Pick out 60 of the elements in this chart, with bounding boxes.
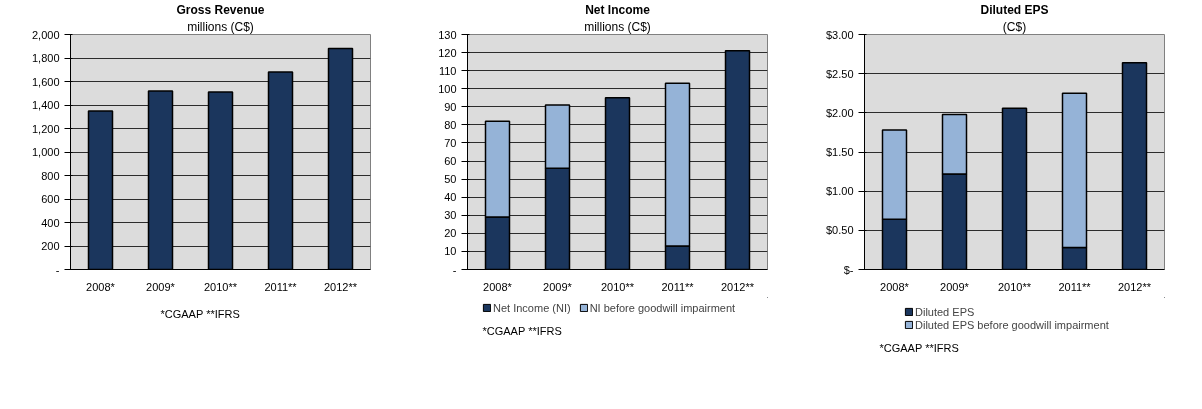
y-tick-label: -: [452, 263, 457, 276]
legend-label: Net Income (NI): [493, 301, 571, 314]
y-tick-label: 130: [438, 28, 457, 41]
x-tick-label: 2008*: [880, 280, 910, 293]
y-tick-label: 90: [444, 100, 457, 113]
x-tick-label: 2010**: [203, 280, 238, 293]
x-tick-label: 2011**: [661, 280, 695, 293]
y-tick-label: 600: [41, 193, 60, 205]
y-tick-label: 70: [444, 136, 457, 149]
y-tick-label: 400: [41, 216, 60, 229]
x-tick-label: 2009*: [543, 280, 573, 293]
y-tick-label: 800: [41, 169, 60, 182]
x-tick-label: 2012**: [323, 280, 358, 293]
x-tick-label: 2009*: [146, 280, 176, 293]
x-tick-label: 2012**: [1117, 280, 1152, 293]
y-tick-label: 1,800: [31, 52, 60, 64]
y-tick-label: 2,000: [31, 28, 60, 41]
legend-label: Diluted EPS: [915, 305, 975, 318]
y-tick-label: 200: [41, 240, 60, 252]
chart-title: Net Income: [585, 2, 651, 17]
y-tick-label: 1,000: [31, 146, 60, 158]
text: *CGAAP **IFRS: [482, 324, 562, 337]
x-tick-label: 2010**: [600, 280, 635, 293]
y-tick-label: 10: [444, 245, 457, 258]
y-tick-label: $2.50: [825, 67, 854, 80]
y-tick-label: 30: [444, 209, 457, 222]
y-tick-label: $2.00: [825, 106, 854, 119]
y-tick-label: 80: [444, 118, 457, 131]
chart-subtitle: (C$): [1002, 19, 1027, 34]
y-tick-label: $1.50: [825, 146, 854, 158]
chart-title: Diluted EPS: [980, 2, 1049, 17]
x-tick-label: 2011**: [264, 280, 298, 293]
chart-subtitle: millions (C$): [584, 19, 651, 34]
y-tick-label: 1,600: [31, 75, 60, 88]
y-tick-label: -: [55, 263, 60, 276]
y-tick-label: 40: [444, 191, 457, 204]
y-tick-label: 1,200: [31, 122, 60, 135]
y-tick-label: 120: [438, 46, 457, 59]
y-tick-label: 100: [438, 82, 457, 95]
x-tick-label: 2008*: [86, 280, 116, 293]
y-tick-label: $1.00: [825, 185, 854, 198]
y-tick-label: 50: [444, 173, 457, 186]
y-tick-label: $3.00: [825, 28, 854, 41]
y-tick-label: $0.50: [825, 224, 854, 237]
y-tick-label: 1,400: [31, 99, 60, 111]
y-tick-label: 60: [444, 155, 457, 168]
text: *CGAAP **IFRS: [879, 341, 959, 354]
x-tick-label: 2012**: [720, 280, 755, 293]
y-tick-label: 20: [444, 227, 457, 240]
x-tick-label: 2010**: [997, 280, 1032, 293]
chart-subtitle: millions (C$): [187, 19, 254, 34]
legend-label: NI before goodwill impairment: [589, 301, 736, 314]
chart-title: Gross Revenue: [176, 2, 265, 17]
y-tick-label: 110: [438, 64, 457, 77]
x-tick-label: 2008*: [483, 280, 513, 293]
legend-label: Diluted EPS before goodwill impairment: [915, 318, 1109, 331]
y-tick-label: $-: [843, 263, 854, 276]
text: *CGAAP **IFRS: [160, 307, 240, 320]
x-tick-label: 2009*: [940, 280, 970, 293]
x-tick-label: 2011**: [1058, 280, 1092, 293]
